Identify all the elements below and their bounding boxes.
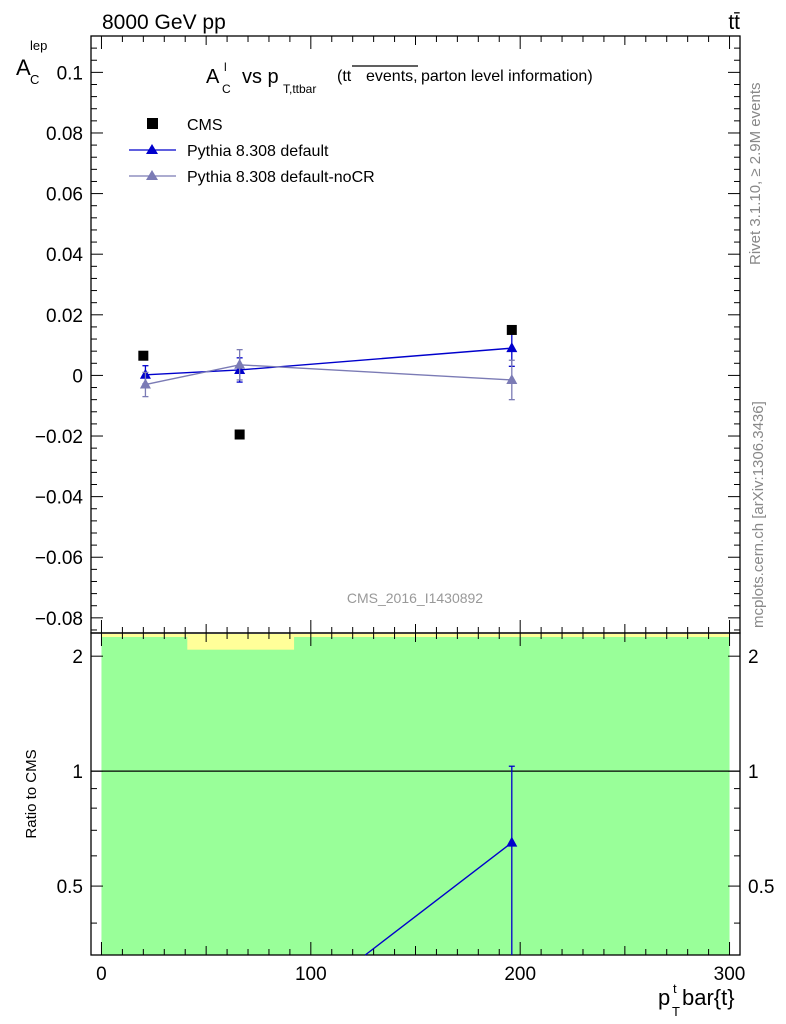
main-y-tick-label: 0.04 xyxy=(46,245,83,266)
ratio-y-tick-label-right: 2 xyxy=(748,647,759,668)
cms-data-point xyxy=(234,429,245,440)
ratio-bands xyxy=(101,634,730,955)
xlabel-sup: t xyxy=(673,981,677,996)
xlabel-rest: bar{t} xyxy=(682,985,735,1010)
ratio-y-tick-label: 1 xyxy=(72,762,83,783)
title-main-sub: C xyxy=(222,82,231,96)
mcplots-credit-label: mcplots.cern.ch [arXiv:1306.3436] xyxy=(750,401,767,628)
main-y-tick-label: −0.02 xyxy=(35,427,83,448)
main-y-axis-label: A C lep xyxy=(16,38,47,87)
title-main-sup: l xyxy=(224,60,227,74)
triangle-marker xyxy=(139,378,151,389)
ratio-y-ticks: 0.5 0.5 1 1 2 2 xyxy=(57,647,774,924)
triangle-marker xyxy=(506,373,518,384)
title-vs: vs p xyxy=(242,66,279,88)
title-vs-sub: T,ttbar xyxy=(283,82,316,96)
main-y-tick-label: 0.02 xyxy=(46,306,83,327)
legend-cms-marker xyxy=(147,118,158,129)
ratio-yellow-band xyxy=(187,634,295,650)
x-tick-label: 200 xyxy=(504,964,536,985)
main-data-layer xyxy=(138,324,518,440)
ylabel-sup: lep xyxy=(30,38,47,53)
main-y-ticks: −0.08 −0.06 −0.04 −0.02 0 0.02 0.04 0.06 0.08 0.1 xyxy=(35,47,740,631)
main-y-tick-label: 0.06 xyxy=(46,185,83,206)
legend-nocr-marker xyxy=(146,170,158,180)
legend: CMS Pythia 8.308 default Pythia 8.308 de… xyxy=(129,117,375,186)
ratio-triangle-marker xyxy=(506,836,518,847)
x-tick-label: 100 xyxy=(295,964,327,985)
x-axis-label: p T t bar{t} xyxy=(658,981,735,1019)
cms-data-point xyxy=(138,350,149,361)
xlabel-sub: T xyxy=(672,1004,680,1019)
ratio-y-tick-label: 0.5 xyxy=(57,877,83,898)
xlabel-main: p xyxy=(658,985,670,1010)
legend-cms-label: CMS xyxy=(187,117,223,134)
x-tick-label: 300 xyxy=(714,964,746,985)
main-y-tick-label: 0.08 xyxy=(46,124,83,145)
cms-data-point xyxy=(506,324,517,335)
ratio-data-layer xyxy=(91,765,740,956)
ylabel-sub: C xyxy=(30,72,39,87)
main-y-tick-label: 0 xyxy=(72,366,83,387)
ratio-y-tick-label-right: 0.5 xyxy=(748,877,774,898)
title-main: A xyxy=(206,66,220,88)
ratio-series-line xyxy=(364,842,513,956)
title-overlined: events, xyxy=(366,68,418,85)
energy-label: 8000 GeV pp xyxy=(102,11,226,34)
main-y-tick-label: −0.06 xyxy=(35,548,83,569)
triangle-marker xyxy=(234,358,246,369)
title-paren: (tt xyxy=(337,68,352,85)
legend-default-label: Pythia 8.308 default xyxy=(187,143,329,160)
main-y-tick-label: 0.1 xyxy=(57,63,83,84)
analysis-watermark: CMS_2016_I1430892 xyxy=(347,590,483,606)
series-line-2 xyxy=(145,364,512,386)
legend-default-marker xyxy=(146,144,158,154)
x-tick-label: 0 xyxy=(96,964,107,985)
ratio-green-band xyxy=(101,634,730,955)
x-ticks: 0 100 200 300 xyxy=(96,36,745,985)
triangle-marker xyxy=(506,342,518,353)
plot-title: A C l vs p T,ttbar (tt events, parton le… xyxy=(206,60,593,96)
legend-nocr-label: Pythia 8.308 default-noCR xyxy=(187,169,375,186)
main-y-tick-label: −0.08 xyxy=(35,609,83,630)
ratio-y-tick-label: 2 xyxy=(72,647,83,668)
process-label: tt̄ xyxy=(728,11,740,34)
main-y-tick-label: −0.04 xyxy=(35,488,84,509)
title-rest: parton level information) xyxy=(421,68,593,85)
ratio-y-axis-label: Ratio to CMS xyxy=(23,749,40,838)
rivet-version-label: Rivet 3.1.10, ≥ 2.9M events xyxy=(747,83,764,266)
series-line-1 xyxy=(145,347,512,376)
ratio-y-tick-label-right: 1 xyxy=(748,762,759,783)
ylabel-main: A xyxy=(16,55,31,80)
